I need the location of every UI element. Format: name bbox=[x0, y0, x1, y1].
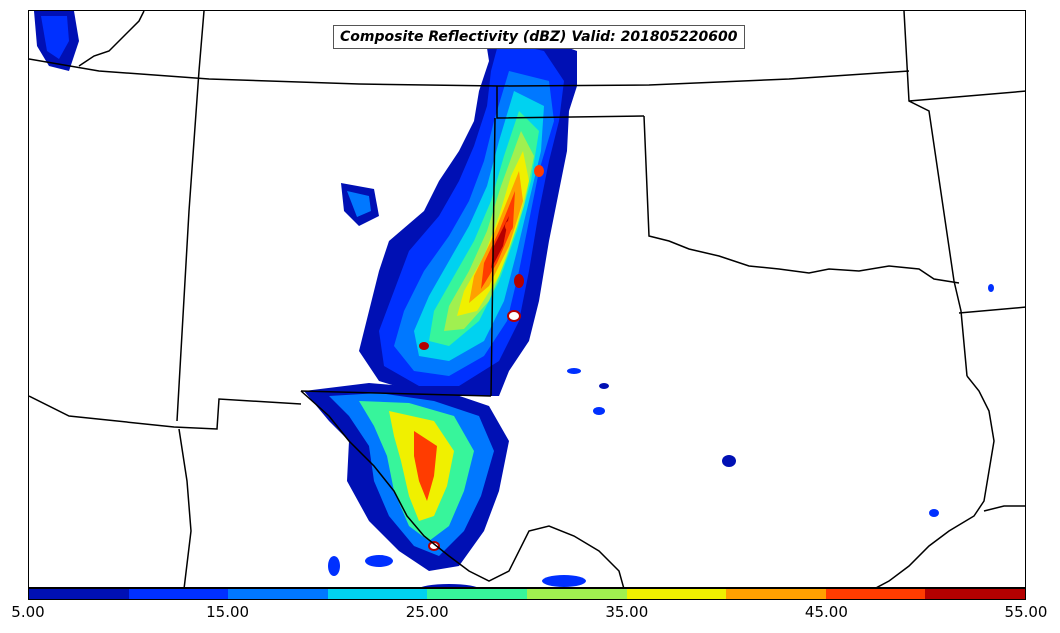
coastline-bay bbox=[983, 505, 1025, 512]
colorbar-segment-8 bbox=[825, 589, 926, 599]
echo-cell-e bbox=[722, 455, 736, 467]
boundary-northeast bbox=[908, 90, 1025, 102]
boundary-northern-state-line bbox=[29, 58, 910, 87]
echo-band-50 bbox=[491, 216, 509, 269]
map-panel: Composite Reflectivity (dBZ) Valid: 2018… bbox=[28, 10, 1026, 588]
boundary-red-river bbox=[643, 115, 960, 284]
state-boundaries bbox=[29, 11, 1025, 587]
boundary-east-mid bbox=[958, 306, 1025, 314]
boundary-east-line bbox=[903, 11, 968, 377]
colorbar-tick-label: 55.00 bbox=[1004, 603, 1048, 621]
colorbar-tick-label: 25.00 bbox=[405, 603, 449, 621]
colorbar-tick-labels: 5.00 15.00 25.00 35.00 45.00 55.00 bbox=[0, 601, 1060, 625]
colorbar-segment-1 bbox=[128, 589, 229, 599]
boundary-southwest-line bbox=[29, 395, 302, 430]
colorbar-tick-label: 45.00 bbox=[804, 603, 848, 621]
boundary-western-line bbox=[176, 11, 205, 422]
colorbar-segment-4 bbox=[427, 589, 527, 599]
boundary-border-southwest bbox=[178, 428, 192, 587]
colorbar-segment-9 bbox=[925, 589, 1025, 599]
map-title: Composite Reflectivity (dBZ) Valid: 2018… bbox=[333, 25, 745, 49]
colorbar-tick-label: 5.00 bbox=[11, 603, 45, 621]
coastline-gulf bbox=[876, 375, 995, 587]
echo-south-45 bbox=[414, 431, 437, 501]
colorbar-segment-3 bbox=[327, 589, 428, 599]
reflectivity-map bbox=[29, 11, 1025, 587]
colorbar-segment-5 bbox=[526, 589, 627, 599]
boundary-panhandle-north bbox=[496, 86, 645, 119]
echo-band-40 bbox=[469, 171, 523, 303]
colorbar-segment-7 bbox=[726, 589, 826, 599]
colorbar-segment-0 bbox=[29, 589, 129, 599]
colorbar-segment-2 bbox=[228, 589, 328, 599]
colorbar-segment-6 bbox=[626, 589, 727, 599]
boundary-panhandle-west bbox=[490, 117, 496, 397]
colorbar-tick-label: 15.00 bbox=[206, 603, 250, 621]
colorbar bbox=[28, 588, 1026, 600]
reflectivity-shading bbox=[34, 11, 994, 587]
coastline-nw bbox=[78, 11, 145, 67]
boundary-panhandle-south bbox=[300, 390, 492, 397]
boundary-rio-grande bbox=[300, 390, 625, 587]
colorbar-tick-label: 35.00 bbox=[605, 603, 649, 621]
